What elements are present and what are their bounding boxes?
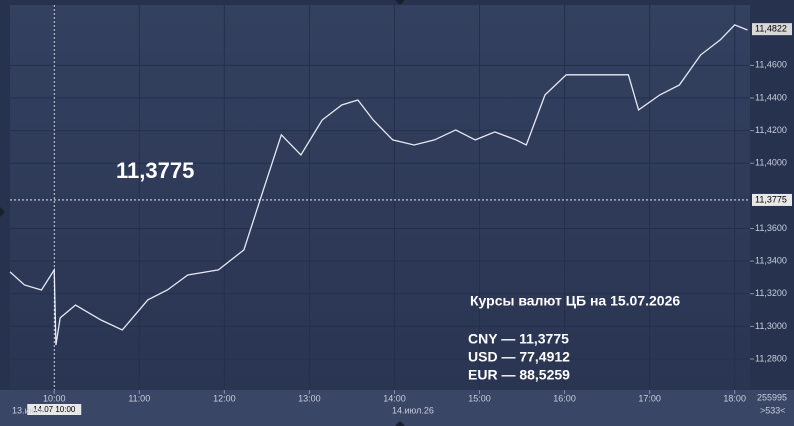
date-label: 13.июл: [12, 405, 41, 415]
last-price-box: [752, 23, 792, 36]
x-tick-label: 17:00: [638, 393, 661, 403]
x-tick-label: 12:00: [213, 393, 236, 403]
y-tick-label: 11,4400: [755, 92, 787, 102]
labels: 11,2800 11,3000 11,3200 11,3400 11,3600 11,40…: [27, 23, 792, 415]
info-line: EUR — 88,5259: [468, 367, 570, 383]
info-line: CNY — 11,3775: [468, 331, 569, 347]
crosshair-x-box: [27, 404, 82, 415]
y-tick-label: 11,2800: [755, 353, 787, 363]
info-line: USD — 77,4912: [468, 349, 570, 365]
x-tick-label: 13:00: [298, 393, 321, 403]
marks: [9, 5, 750, 390]
y-tick-label: 11,3200: [755, 288, 787, 298]
grid: [10, 5, 754, 394]
y-tick-label: 11,3400: [755, 255, 787, 265]
x-axis-bar: [0, 390, 794, 426]
x-tick-label: 15:00: [468, 393, 491, 403]
left-arrow: [0, 207, 5, 217]
y-tick-label: 11,4200: [755, 125, 787, 135]
x-tick-label: 11:00: [128, 393, 150, 403]
price-line: [9, 24, 748, 346]
bottom-arrow: [395, 421, 405, 426]
crosshair-x-label: 14.07 10:00: [33, 405, 76, 414]
x-tick-label: 18:00: [723, 393, 746, 403]
crosshair-y-box: [752, 193, 792, 206]
x-tick-label: 16:00: [553, 393, 576, 403]
date-label: 14.июл.26: [392, 405, 434, 415]
y-tick-label: 11,3000: [755, 321, 787, 331]
top-arrow: [395, 0, 405, 5]
info-title: Курсы валют ЦБ на 15.07.2026: [470, 293, 680, 309]
crosshair-y-label: 11,3775: [755, 194, 787, 204]
x-tick-label: 10:00: [43, 393, 66, 403]
y-tick-label: 11,4600: [755, 60, 787, 70]
plot-area: [10, 5, 750, 390]
counter: >533<: [760, 405, 786, 415]
last-price-label: 11,4822: [755, 24, 787, 34]
y-tick-label: 11,3600: [755, 223, 787, 233]
y-tick-label: 11,4000: [755, 158, 787, 168]
counter: 255995: [757, 392, 787, 402]
crosshair-big-label: 11,3775: [116, 158, 194, 183]
x-tick-label: 14:00: [383, 393, 406, 403]
